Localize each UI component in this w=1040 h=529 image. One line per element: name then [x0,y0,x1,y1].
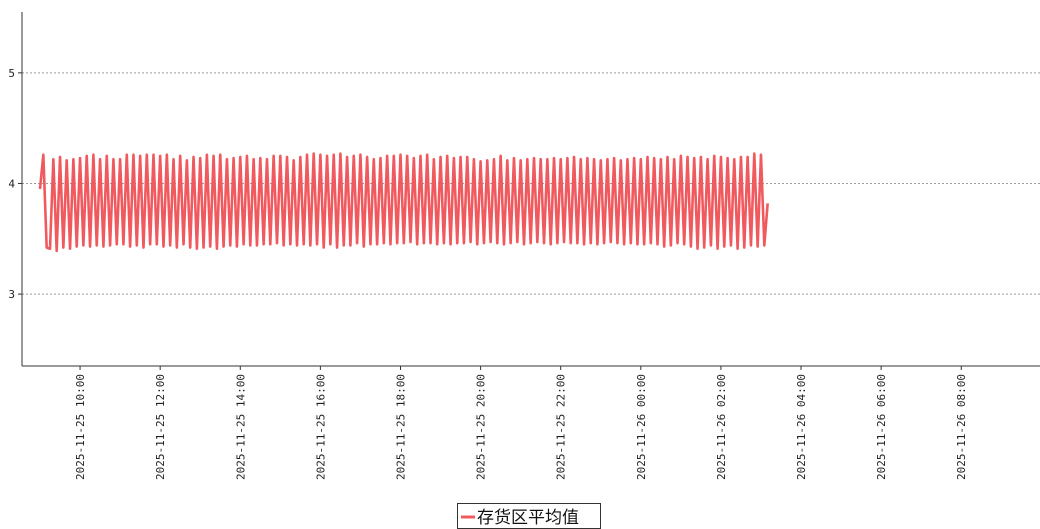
legend[interactable]: 存货区平均值 [457,503,601,529]
y-axis-ticks: 3 4 5 [8,67,22,301]
x-tick-label-11: 2025-11-26 08:00 [955,374,968,480]
x-tick-label-6: 2025-11-25 22:00 [555,374,568,480]
x-tick-label-7: 2025-11-26 00:00 [635,374,648,480]
y-tick-label-5: 5 [8,67,15,80]
y-tick-label-4: 4 [8,177,15,190]
x-tick-label-10: 2025-11-26 06:00 [875,374,888,480]
legend-label: 存货区平均值 [477,508,579,528]
series-layer [38,152,769,253]
series-line-存货区平均值 [38,152,769,253]
y-tick-label-3: 3 [8,288,15,301]
legend-box [457,503,601,529]
x-tick-label-9: 2025-11-26 04:00 [795,374,808,480]
x-tick-label-0: 2025-11-25 10:00 [74,374,87,480]
x-axis-ticks: 2025-11-25 10:00 2025-11-25 12:00 2025-11-… [74,366,968,480]
x-tick-label-3: 2025-11-25 16:00 [314,374,327,480]
x-tick-label-2: 2025-11-25 14:00 [234,374,247,480]
x-tick-label-5: 2025-11-25 20:00 [475,374,488,480]
x-tick-label-8: 2025-11-26 02:00 [715,374,728,480]
x-tick-label-1: 2025-11-25 12:00 [154,374,167,480]
x-tick-label-4: 2025-11-25 18:00 [394,374,407,480]
